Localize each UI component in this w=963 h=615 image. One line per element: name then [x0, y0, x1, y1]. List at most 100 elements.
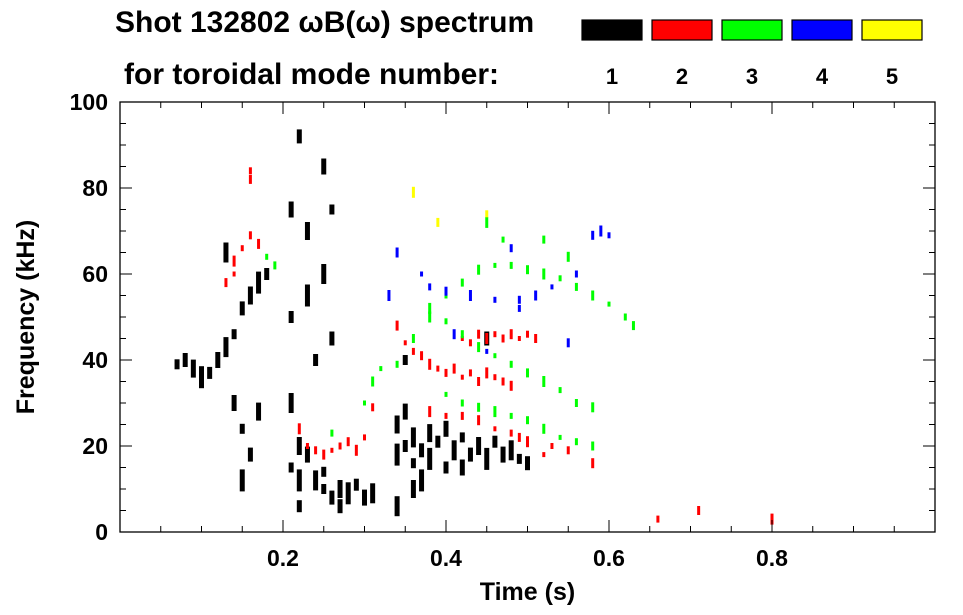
data-point: [467, 447, 473, 462]
data-point: [460, 399, 464, 407]
data-point: [517, 432, 521, 442]
data-point: [231, 329, 237, 340]
data-point: [428, 311, 432, 323]
data-point: [444, 286, 448, 296]
data-point: [264, 268, 270, 280]
data-point: [182, 353, 188, 367]
data-point: [428, 302, 432, 314]
data-point: [223, 242, 229, 263]
data-point: [501, 334, 505, 343]
data-point: [566, 338, 570, 348]
data-point: [190, 359, 196, 378]
data-point: [460, 330, 464, 339]
data-point: [542, 268, 546, 280]
data-point: [451, 440, 457, 461]
data-point: [542, 376, 546, 387]
plot-data: [174, 129, 774, 525]
x-tick-label: 0.8: [756, 545, 788, 571]
data-point: [591, 230, 595, 240]
data-point: [419, 443, 425, 458]
data-point: [337, 499, 343, 514]
data-point: [477, 402, 481, 412]
data-point: [493, 374, 497, 381]
data-point: [468, 369, 472, 377]
series-4: [387, 225, 611, 354]
data-point: [337, 480, 343, 498]
data-point: [460, 374, 464, 380]
data-point: [566, 251, 570, 262]
data-point: [477, 415, 481, 426]
data-point: [485, 210, 489, 218]
data-point: [444, 412, 448, 419]
data-point: [452, 329, 456, 340]
data-point: [363, 434, 366, 441]
data-point: [232, 255, 236, 267]
data-point: [493, 426, 497, 432]
legend-label-2: 2: [676, 64, 688, 89]
data-point: [329, 490, 335, 505]
data-point: [444, 368, 448, 377]
data-point: [240, 245, 244, 252]
data-point: [558, 387, 562, 394]
legend-swatch-5: [861, 19, 923, 41]
chart-subtitle: for toroidal mode number:: [124, 58, 499, 91]
data-point: [459, 432, 465, 443]
data-point: [239, 423, 245, 434]
data-point: [428, 283, 432, 291]
data-point: [697, 506, 701, 515]
data-point: [574, 399, 578, 407]
data-point: [379, 366, 383, 372]
data-point: [526, 416, 529, 425]
data-point: [420, 271, 424, 277]
data-point: [248, 231, 252, 240]
data-point: [338, 442, 342, 450]
data-point: [395, 247, 399, 258]
data-point: [623, 313, 627, 321]
data-point: [443, 420, 449, 437]
data-point: [607, 232, 611, 239]
data-point: [509, 380, 513, 391]
data-point: [591, 458, 595, 469]
data-point: [231, 395, 237, 411]
data-point: [247, 286, 253, 305]
legend-label-1: 1: [606, 64, 618, 89]
data-point: [304, 222, 310, 240]
data-point: [330, 429, 334, 437]
data-point: [460, 411, 464, 420]
data-point: [485, 348, 489, 354]
data-point: [288, 462, 294, 473]
data-point: [493, 296, 497, 303]
data-point: [493, 353, 497, 359]
data-point: [566, 446, 570, 455]
data-point: [452, 363, 456, 374]
data-point: [550, 443, 554, 449]
data-point: [239, 301, 245, 316]
data-point: [321, 466, 327, 477]
series-2: [224, 167, 774, 525]
data-point: [304, 284, 310, 307]
data-point: [207, 366, 213, 379]
data-point: [296, 129, 302, 144]
data-point: [485, 216, 489, 228]
legend: 1 2 3 4 5: [581, 19, 923, 89]
series-5: [411, 186, 489, 227]
data-point: [265, 253, 269, 260]
data-point: [509, 244, 513, 253]
data-point: [468, 290, 472, 301]
series-1: [174, 129, 530, 517]
data-point: [607, 301, 611, 307]
data-point: [443, 461, 449, 474]
data-point: [517, 304, 521, 312]
data-point: [288, 201, 294, 218]
data-point: [296, 469, 302, 492]
data-point: [248, 174, 252, 184]
legend-swatch-4: [791, 19, 853, 41]
data-point: [501, 377, 505, 386]
legend-swatch-3: [721, 19, 783, 41]
data-point: [321, 484, 327, 494]
series-3: [265, 216, 635, 451]
data-point: [387, 290, 391, 301]
data-point: [247, 447, 253, 462]
data-point: [526, 368, 529, 378]
data-point: [534, 290, 538, 301]
